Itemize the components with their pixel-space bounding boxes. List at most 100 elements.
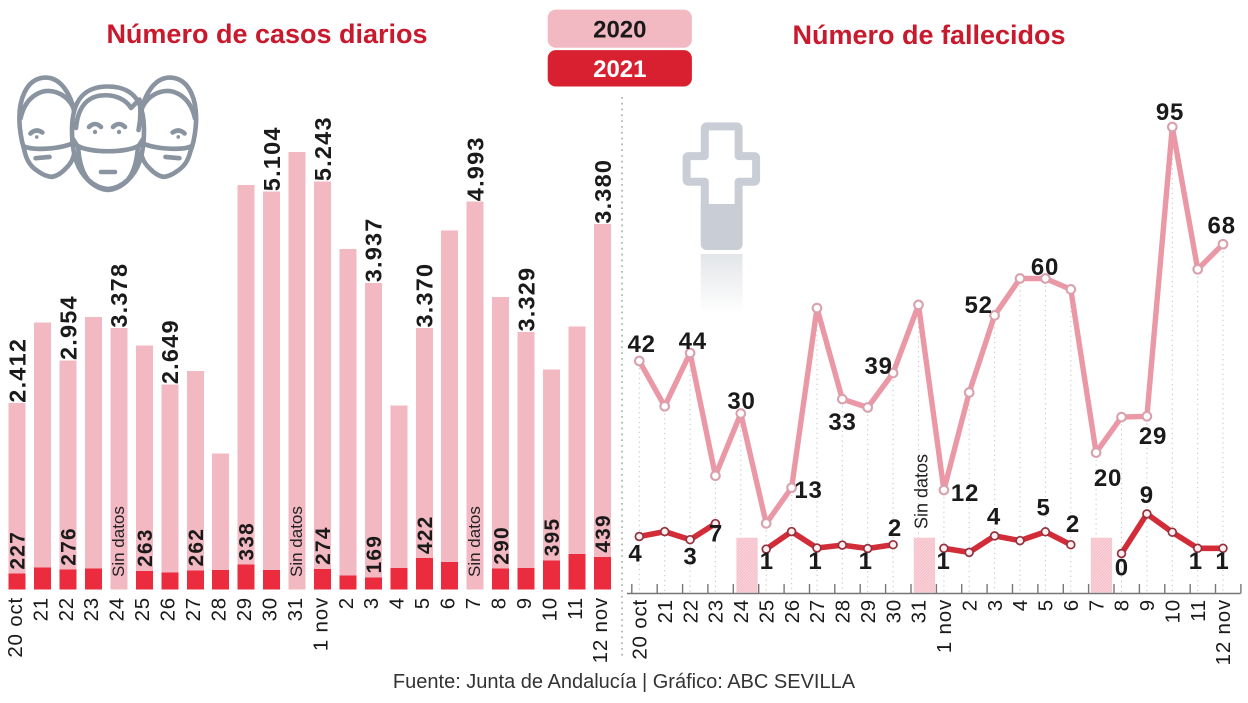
svg-text:274: 274: [312, 526, 335, 565]
svg-text:95: 95: [1156, 99, 1184, 126]
svg-text:4: 4: [628, 541, 642, 568]
svg-text:24: 24: [106, 597, 129, 621]
svg-text:3: 3: [683, 544, 697, 571]
svg-text:439: 439: [592, 514, 615, 553]
svg-text:2.954: 2.954: [55, 295, 81, 360]
svg-text:8: 8: [488, 597, 511, 609]
svg-text:9: 9: [1136, 599, 1159, 611]
svg-text:1: 1: [760, 548, 774, 575]
svg-text:4.993: 4.993: [463, 136, 489, 201]
svg-text:33: 33: [828, 409, 856, 436]
svg-text:0: 0: [1115, 555, 1129, 582]
svg-text:12 nov: 12 nov: [589, 597, 612, 663]
svg-text:Sin datos: Sin datos: [287, 506, 306, 577]
svg-text:26: 26: [157, 597, 180, 621]
svg-text:23: 23: [705, 599, 728, 623]
svg-text:2021: 2021: [593, 56, 646, 83]
svg-text:1 nov: 1 nov: [309, 597, 332, 651]
svg-text:31: 31: [908, 599, 931, 623]
svg-text:3.329: 3.329: [513, 267, 539, 332]
svg-text:3: 3: [360, 597, 383, 609]
svg-text:4: 4: [386, 597, 409, 609]
svg-text:3.378: 3.378: [106, 263, 132, 328]
svg-text:5.243: 5.243: [310, 116, 336, 181]
svg-text:Sin datos: Sin datos: [465, 506, 484, 577]
svg-text:20 oct: 20 oct: [629, 599, 652, 660]
svg-text:1: 1: [808, 548, 822, 575]
svg-text:22: 22: [679, 599, 702, 623]
svg-text:276: 276: [58, 527, 81, 566]
svg-text:5: 5: [1035, 599, 1058, 611]
svg-text:26: 26: [781, 599, 804, 623]
svg-text:Sin datos: Sin datos: [912, 454, 932, 529]
svg-text:1 nov: 1 nov: [933, 599, 956, 653]
svg-text:3: 3: [984, 599, 1007, 611]
svg-text:338: 338: [236, 522, 259, 561]
svg-text:44: 44: [679, 328, 707, 355]
svg-text:9: 9: [513, 597, 536, 609]
svg-text:2.412: 2.412: [4, 338, 30, 403]
svg-text:30: 30: [882, 599, 905, 623]
svg-text:29: 29: [857, 599, 880, 623]
svg-text:3.380: 3.380: [590, 159, 616, 224]
svg-text:28: 28: [208, 597, 231, 621]
svg-text:20: 20: [1094, 465, 1122, 492]
svg-text:1: 1: [859, 548, 873, 575]
svg-text:31: 31: [284, 597, 307, 621]
svg-text:68: 68: [1208, 213, 1236, 240]
svg-text:2: 2: [958, 599, 981, 611]
svg-text:262: 262: [185, 528, 208, 567]
svg-text:42: 42: [627, 331, 655, 358]
svg-text:12: 12: [951, 480, 979, 507]
svg-text:13: 13: [794, 477, 822, 504]
svg-text:422: 422: [414, 515, 437, 554]
svg-text:6: 6: [1060, 599, 1083, 611]
svg-text:21: 21: [29, 597, 52, 621]
svg-text:4: 4: [987, 504, 1001, 531]
svg-text:2: 2: [888, 515, 902, 542]
svg-text:21: 21: [654, 599, 677, 623]
svg-text:169: 169: [363, 535, 386, 574]
svg-text:11: 11: [564, 597, 587, 620]
svg-text:1: 1: [1189, 548, 1203, 575]
svg-text:60: 60: [1031, 254, 1059, 281]
svg-text:3.370: 3.370: [412, 263, 438, 328]
svg-text:1: 1: [1215, 548, 1229, 575]
svg-text:Número de casos diarios: Número de casos diarios: [106, 19, 427, 49]
svg-text:7: 7: [462, 597, 485, 609]
svg-text:5: 5: [411, 597, 434, 609]
svg-text:6: 6: [437, 597, 460, 609]
svg-text:5: 5: [1037, 495, 1051, 522]
svg-text:10: 10: [1162, 599, 1185, 623]
svg-text:27: 27: [806, 599, 829, 623]
svg-text:23: 23: [80, 597, 103, 621]
svg-text:2.649: 2.649: [157, 319, 183, 384]
svg-text:25: 25: [131, 597, 154, 621]
svg-text:5.104: 5.104: [259, 126, 285, 191]
svg-text:2: 2: [1066, 511, 1080, 538]
svg-text:4: 4: [1009, 599, 1032, 611]
svg-text:29: 29: [233, 597, 256, 621]
svg-text:39: 39: [864, 353, 892, 380]
svg-text:3.937: 3.937: [361, 217, 387, 282]
svg-text:20 oct: 20 oct: [4, 597, 27, 658]
svg-text:29: 29: [1139, 423, 1167, 450]
svg-text:25: 25: [755, 599, 778, 623]
svg-text:22: 22: [55, 597, 78, 621]
svg-text:263: 263: [134, 528, 157, 567]
svg-text:227: 227: [7, 531, 30, 570]
svg-text:28: 28: [832, 599, 855, 623]
svg-text:395: 395: [541, 518, 564, 557]
svg-text:Número de fallecidos: Número de fallecidos: [792, 20, 1065, 50]
svg-text:1: 1: [937, 548, 951, 575]
svg-text:8: 8: [1111, 599, 1134, 611]
svg-text:7: 7: [1085, 599, 1108, 611]
svg-text:12 nov: 12 nov: [1212, 599, 1235, 665]
svg-text:Fuente: Junta de Andalucía | G: Fuente: Junta de Andalucía | Gráfico: AB…: [393, 671, 856, 693]
svg-text:290: 290: [490, 526, 513, 565]
svg-text:7: 7: [709, 521, 723, 548]
svg-text:2020: 2020: [593, 17, 646, 44]
svg-text:Sin datos: Sin datos: [109, 506, 128, 577]
svg-text:10: 10: [538, 597, 561, 621]
svg-text:52: 52: [964, 292, 992, 319]
